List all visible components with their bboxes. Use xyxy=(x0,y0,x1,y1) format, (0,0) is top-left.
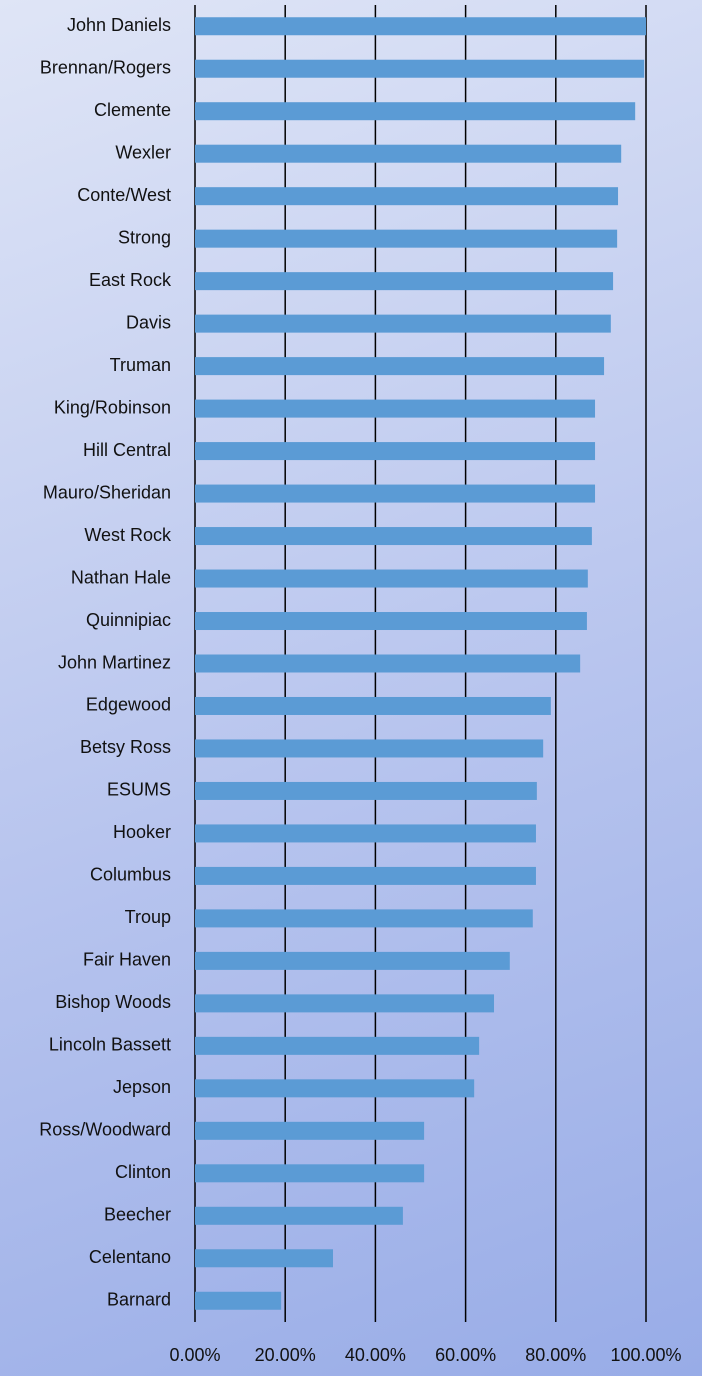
bar xyxy=(195,102,636,121)
bar xyxy=(195,144,622,163)
bar xyxy=(195,909,533,928)
y-tick-label: John Daniels xyxy=(67,15,171,35)
bar xyxy=(195,1164,425,1183)
y-tick-label: Wexler xyxy=(115,142,171,162)
y-tick-label: Mauro/Sheridan xyxy=(43,482,171,502)
y-tick-label: John Martinez xyxy=(58,652,171,672)
y-tick-label: Truman xyxy=(110,355,171,375)
y-tick-label: Fair Haven xyxy=(83,950,171,970)
bar xyxy=(195,781,537,800)
bar xyxy=(195,357,605,376)
x-tick-label: 20.00% xyxy=(255,1345,316,1365)
y-tick-label: Hill Central xyxy=(83,440,171,460)
bar xyxy=(195,1206,403,1225)
bar xyxy=(195,739,544,758)
bar xyxy=(195,229,618,248)
bar xyxy=(195,824,536,843)
bar xyxy=(195,569,588,588)
y-tick-label: Betsy Ross xyxy=(80,737,171,757)
bar xyxy=(195,951,510,970)
y-tick-label: Nathan Hale xyxy=(71,567,171,587)
bar xyxy=(195,17,646,36)
y-tick-label: Bishop Woods xyxy=(55,992,171,1012)
x-tick-label: 40.00% xyxy=(345,1345,406,1365)
y-tick-label: Brennan/Rogers xyxy=(40,57,171,77)
y-tick-label: Davis xyxy=(126,312,171,332)
y-tick-label: Columbus xyxy=(90,865,171,885)
x-tick-label: 0.00% xyxy=(169,1345,220,1365)
bar xyxy=(195,484,596,503)
y-tick-label: Celentano xyxy=(89,1247,171,1267)
y-tick-label: Strong xyxy=(118,227,171,247)
bar xyxy=(195,314,611,333)
bar xyxy=(195,612,587,631)
bar xyxy=(195,272,614,291)
bar xyxy=(195,1121,425,1140)
x-tick-label: 80.00% xyxy=(525,1345,586,1365)
bar xyxy=(195,1036,480,1055)
y-tick-label: West Rock xyxy=(84,525,172,545)
x-tick-label: 100.00% xyxy=(610,1345,681,1365)
y-tick-label: Edgewood xyxy=(86,695,171,715)
x-tick-label: 60.00% xyxy=(435,1345,496,1365)
y-tick-label: Jepson xyxy=(113,1077,171,1097)
bar xyxy=(195,866,536,885)
y-tick-label: Hooker xyxy=(113,822,171,842)
bar xyxy=(195,442,596,461)
bar xyxy=(195,654,581,673)
y-tick-label: Barnard xyxy=(107,1290,171,1310)
y-tick-label: Troup xyxy=(125,907,171,927)
bar xyxy=(195,1079,475,1098)
y-tick-label: Lincoln Bassett xyxy=(49,1035,171,1055)
y-tick-label: East Rock xyxy=(89,270,172,290)
y-tick-label: Conte/West xyxy=(77,185,171,205)
bar xyxy=(195,994,495,1013)
bar xyxy=(195,59,645,78)
y-tick-label: King/Robinson xyxy=(54,397,171,417)
bar xyxy=(195,399,596,418)
bar xyxy=(195,1249,334,1268)
y-tick-label: Clinton xyxy=(115,1162,171,1182)
y-tick-label: Beecher xyxy=(104,1205,171,1225)
bar xyxy=(195,527,592,546)
y-tick-label: Ross/Woodward xyxy=(39,1120,171,1140)
bar xyxy=(195,187,619,206)
bar xyxy=(195,1291,282,1310)
y-tick-label: ESUMS xyxy=(107,780,171,800)
y-tick-label: Quinnipiac xyxy=(86,610,171,630)
bar xyxy=(195,696,551,715)
y-tick-label: Clemente xyxy=(94,100,171,120)
